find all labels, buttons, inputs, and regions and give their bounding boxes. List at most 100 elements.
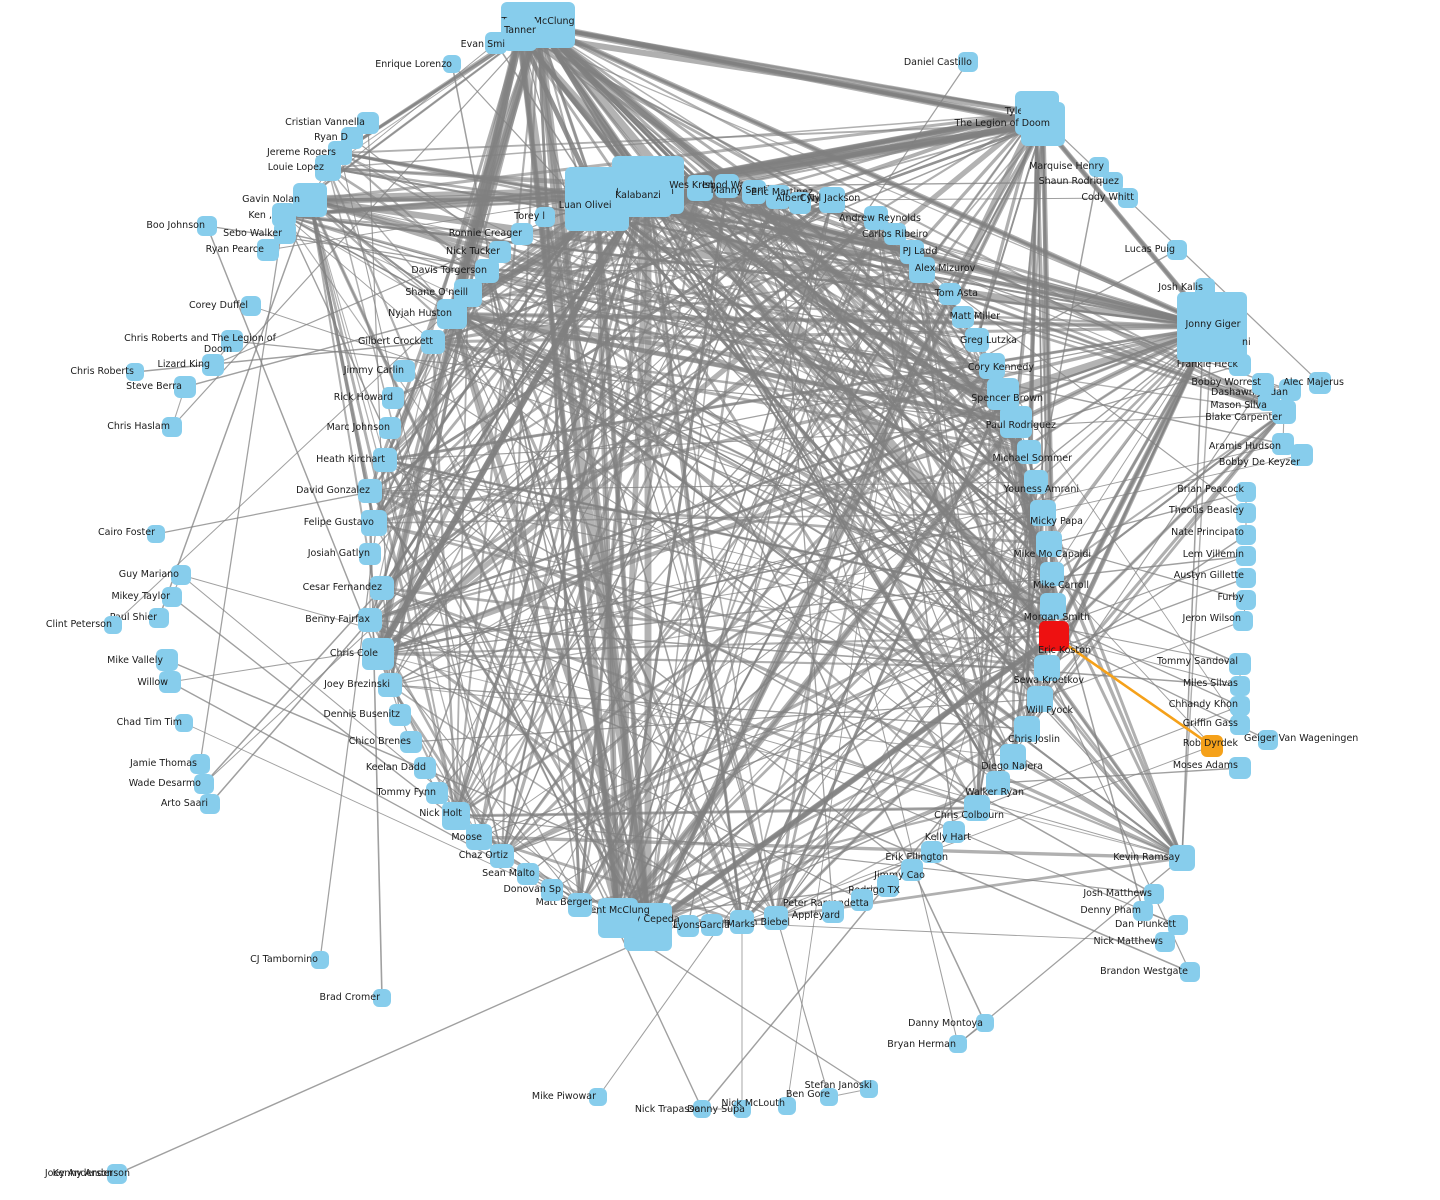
graph-node[interactable] <box>454 279 482 307</box>
graph-node[interactable] <box>958 52 978 72</box>
graph-node[interactable] <box>190 754 210 774</box>
graph-node[interactable] <box>1039 621 1069 651</box>
graph-node[interactable] <box>921 841 943 863</box>
graph-node[interactable] <box>373 448 397 472</box>
graph-node[interactable] <box>901 859 923 881</box>
graph-node[interactable] <box>378 673 402 697</box>
graph-node[interactable] <box>162 587 182 607</box>
graph-node[interactable] <box>1236 546 1256 566</box>
graph-node[interactable] <box>149 608 169 628</box>
graph-node[interactable] <box>1195 278 1215 298</box>
graph-node[interactable] <box>159 671 181 693</box>
graph-node[interactable] <box>517 863 539 885</box>
graph-node[interactable] <box>194 774 214 794</box>
graph-node[interactable] <box>175 714 193 732</box>
graph-node[interactable] <box>1155 932 1175 952</box>
graph-node[interactable] <box>162 417 182 437</box>
graph-node[interactable] <box>1291 444 1313 466</box>
graph-node[interactable] <box>358 608 382 632</box>
graph-node[interactable] <box>1230 715 1250 735</box>
graph-node[interactable] <box>1014 716 1040 742</box>
graph-node[interactable] <box>156 649 178 671</box>
graph-node[interactable] <box>766 185 790 209</box>
graph-node[interactable] <box>466 824 492 850</box>
graph-node[interactable] <box>851 889 873 911</box>
graph-node[interactable] <box>715 174 739 198</box>
graph-node[interactable] <box>1272 433 1294 455</box>
graph-node[interactable] <box>400 731 422 753</box>
graph-node[interactable] <box>1021 102 1065 146</box>
graph-node[interactable] <box>221 330 243 352</box>
graph-node[interactable] <box>104 616 122 634</box>
graph-node[interactable] <box>742 180 766 204</box>
graph-node[interactable] <box>730 910 754 934</box>
graph-node[interactable] <box>568 893 592 917</box>
graph-node[interactable] <box>535 207 555 227</box>
graph-node[interactable] <box>1309 372 1331 394</box>
graph-node[interactable] <box>687 175 713 201</box>
graph-node[interactable] <box>257 239 279 261</box>
graph-node[interactable] <box>1177 292 1247 362</box>
graph-node[interactable] <box>1229 653 1251 675</box>
graph-node[interactable] <box>475 259 499 283</box>
graph-node[interactable] <box>421 330 445 354</box>
graph-node[interactable] <box>1236 590 1256 610</box>
graph-node[interactable] <box>1252 373 1274 395</box>
graph-node[interactable] <box>1169 845 1195 871</box>
graph-node[interactable] <box>1103 172 1123 192</box>
graph-node[interactable] <box>1027 686 1053 712</box>
graph-node[interactable] <box>541 879 563 901</box>
graph-node[interactable] <box>126 363 144 381</box>
graph-node[interactable] <box>1229 757 1251 779</box>
graph-node[interactable] <box>503 17 537 51</box>
graph-node[interactable] <box>1180 962 1200 982</box>
graph-node[interactable] <box>1167 240 1187 260</box>
graph-node[interactable] <box>443 55 461 73</box>
graph-node[interactable] <box>1236 482 1256 502</box>
graph-node[interactable] <box>1133 901 1153 921</box>
graph-node[interactable] <box>820 1088 838 1106</box>
graph-node[interactable] <box>964 795 990 821</box>
graph-node[interactable] <box>311 951 329 969</box>
graph-node[interactable] <box>373 989 391 1007</box>
graph-node[interactable] <box>1230 676 1250 696</box>
graph-node[interactable] <box>241 296 261 316</box>
graph-node[interactable] <box>598 898 638 938</box>
graph-node[interactable] <box>147 525 165 543</box>
graph-node[interactable] <box>965 328 989 352</box>
graph-node[interactable] <box>1233 611 1253 631</box>
graph-node[interactable] <box>389 704 411 726</box>
graph-node[interactable] <box>379 417 401 439</box>
graph-node[interactable] <box>1030 500 1056 526</box>
graph-node[interactable] <box>733 1100 751 1118</box>
graph-node[interactable] <box>877 875 899 897</box>
graph-node[interactable] <box>426 782 448 804</box>
graph-node[interactable] <box>1000 744 1026 770</box>
graph-node[interactable] <box>1236 525 1256 545</box>
graph-node[interactable] <box>1040 593 1066 619</box>
graph-node[interactable] <box>171 565 191 585</box>
graph-node[interactable] <box>511 223 533 245</box>
graph-node[interactable] <box>778 1097 796 1115</box>
graph-node[interactable] <box>358 479 382 503</box>
graph-node[interactable] <box>1258 730 1278 750</box>
graph-node[interactable] <box>197 216 217 236</box>
graph-node[interactable] <box>884 223 906 245</box>
graph-node[interactable] <box>943 821 965 843</box>
graph-node[interactable] <box>293 183 327 217</box>
graph-node[interactable] <box>939 283 961 305</box>
graph-node[interactable] <box>1040 562 1064 586</box>
graph-node[interactable] <box>202 354 224 376</box>
graph-node[interactable] <box>174 376 196 398</box>
graph-node[interactable] <box>677 915 699 937</box>
graph-node[interactable] <box>764 906 788 930</box>
graph-node[interactable] <box>442 802 470 830</box>
graph-node[interactable] <box>485 32 507 54</box>
graph-node[interactable] <box>986 771 1010 795</box>
graph-node[interactable] <box>987 378 1019 410</box>
graph-node[interactable] <box>361 510 387 536</box>
graph-node[interactable] <box>701 914 723 936</box>
graph-node[interactable] <box>979 353 1005 379</box>
graph-node[interactable] <box>274 222 296 244</box>
graph-node[interactable] <box>382 387 404 409</box>
